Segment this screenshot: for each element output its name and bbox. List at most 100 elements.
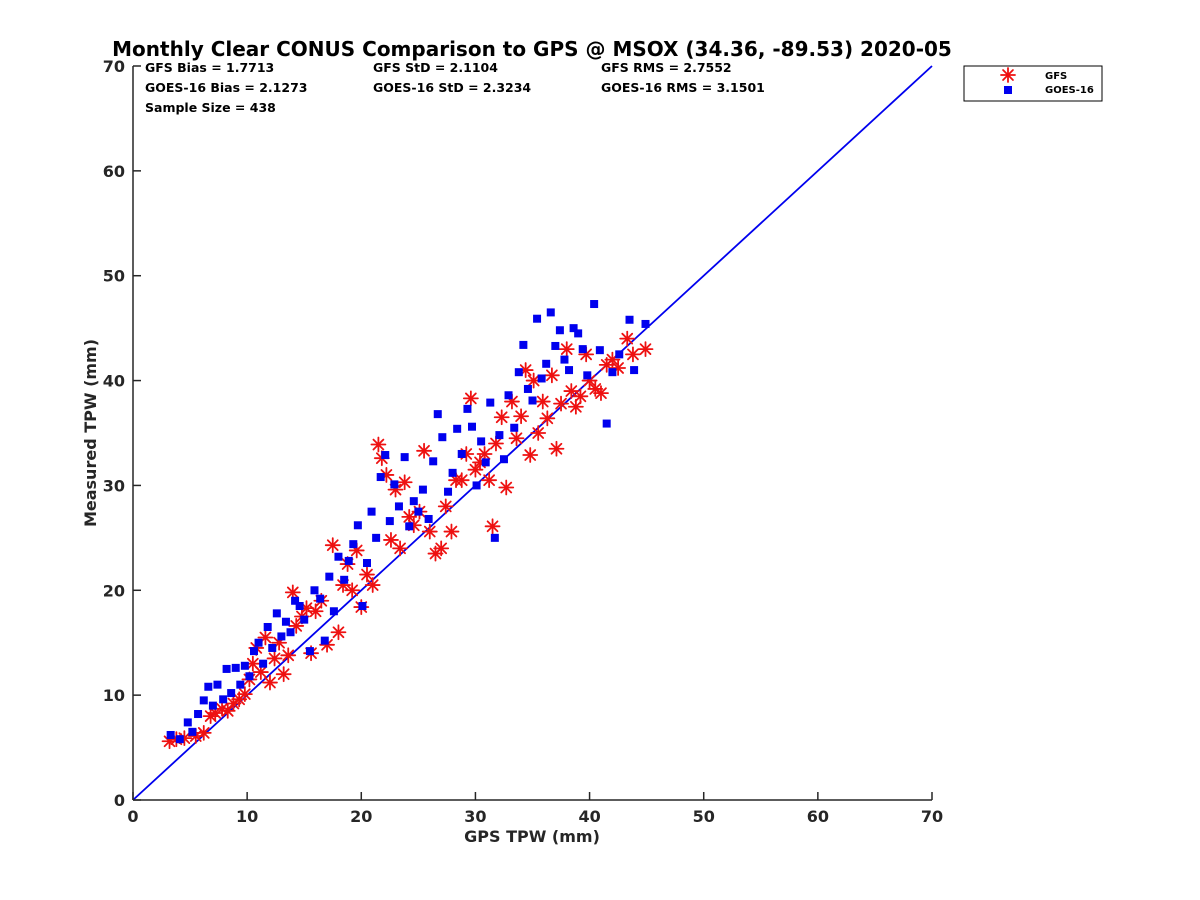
y-tick-label: 30 bbox=[103, 476, 125, 495]
goes-16-point bbox=[590, 300, 599, 309]
goes-16-point bbox=[528, 396, 537, 405]
goes-16-point bbox=[353, 521, 362, 530]
goes-16-point bbox=[240, 661, 249, 670]
gfs-point bbox=[553, 395, 569, 412]
goes-16-point bbox=[254, 638, 263, 647]
gfs-point bbox=[462, 390, 479, 407]
legend-gfs-asterisk bbox=[1000, 67, 1016, 83]
x-axis-ticks: 0 10 20 30 40 50 60 70 bbox=[127, 792, 943, 826]
legend-goes-16-square bbox=[1004, 86, 1012, 94]
gfs-point bbox=[513, 408, 529, 425]
goes-16-point bbox=[286, 628, 295, 637]
x-tick-label: 30 bbox=[464, 807, 486, 826]
x-tick-label: 40 bbox=[578, 807, 600, 826]
x-tick-label: 60 bbox=[807, 807, 829, 826]
goes-16-point bbox=[546, 308, 555, 317]
x-tick-label: 10 bbox=[236, 807, 258, 826]
goes-16-point bbox=[334, 552, 343, 561]
goes-16-point bbox=[641, 319, 650, 328]
goes-16-point bbox=[438, 433, 447, 442]
gfs-point bbox=[498, 479, 515, 496]
y-axis-label: Measured TPW (mm) bbox=[81, 339, 100, 527]
gfs-point bbox=[219, 702, 236, 719]
gfs-point bbox=[572, 388, 589, 405]
series-goes-16 bbox=[166, 300, 650, 744]
goes-16-point bbox=[277, 632, 286, 641]
gfs-point bbox=[416, 442, 432, 459]
gfs-point bbox=[625, 346, 641, 363]
gfs-point bbox=[508, 430, 525, 447]
gfs-point bbox=[539, 410, 556, 427]
goes-16-point bbox=[433, 410, 442, 419]
goes-16-point bbox=[358, 602, 367, 611]
legend-gfs-marker bbox=[1000, 67, 1016, 83]
goes-16-point bbox=[199, 696, 208, 705]
gfs-point bbox=[344, 582, 361, 599]
goes-16-point bbox=[305, 647, 314, 656]
goes-16-point bbox=[340, 575, 349, 584]
y-tick-label: 60 bbox=[103, 162, 125, 181]
gfs-point bbox=[421, 523, 438, 540]
stat-gfs-bias: GFS Bias = 1.7713 bbox=[145, 60, 274, 75]
gfs-point bbox=[593, 385, 609, 402]
goes-16-point bbox=[325, 572, 334, 581]
gfs-point bbox=[493, 409, 510, 426]
y-axis-ticks: 0 10 20 30 40 50 60 70 bbox=[103, 57, 141, 810]
y-tick-label: 0 bbox=[114, 791, 125, 810]
gfs-point bbox=[534, 393, 551, 410]
gfs-point bbox=[280, 647, 297, 664]
gfs-point bbox=[364, 577, 381, 593]
goes-16-point bbox=[381, 451, 390, 460]
plot-area bbox=[132, 65, 933, 801]
goes-16-point bbox=[329, 607, 338, 616]
goes-16-point bbox=[615, 350, 624, 359]
goes-16-point bbox=[625, 315, 634, 324]
goes-16-point bbox=[514, 368, 523, 377]
goes-16-point bbox=[533, 314, 542, 323]
gfs-point bbox=[484, 518, 501, 535]
gfs-point bbox=[567, 398, 584, 415]
goes-16-point bbox=[499, 455, 508, 464]
chart-title: Monthly Clear CONUS Comparison to GPS @ … bbox=[112, 37, 952, 61]
goes-16-point bbox=[344, 556, 353, 565]
stat-goes-bias: GOES-16 Bias = 2.1273 bbox=[145, 80, 307, 95]
legend: GFS GOES-16 bbox=[963, 65, 1103, 102]
goes-16-point bbox=[367, 507, 376, 516]
goes-16-point bbox=[320, 636, 329, 645]
goes-16-point bbox=[219, 695, 228, 704]
goes-16-point bbox=[188, 727, 197, 736]
gfs-point bbox=[522, 447, 539, 463]
goes-16-point bbox=[542, 359, 551, 368]
goes-16-point bbox=[463, 404, 472, 413]
stats-block: GFS Bias = 1.7713 GFS StD = 2.1104 GFS R… bbox=[145, 60, 765, 115]
x-tick-label: 20 bbox=[350, 807, 372, 826]
gfs-point bbox=[392, 540, 408, 557]
y-tick-label: 20 bbox=[103, 581, 125, 600]
goes-16-point bbox=[236, 680, 245, 689]
goes-16-point bbox=[405, 522, 414, 531]
goes-16-point bbox=[583, 371, 592, 380]
goes-16-point bbox=[281, 617, 290, 626]
goes-16-point bbox=[418, 485, 427, 494]
gfs-point bbox=[370, 436, 387, 453]
goes-16-point bbox=[222, 664, 231, 673]
goes-16-point bbox=[208, 701, 217, 710]
goes-16-point bbox=[249, 647, 258, 656]
gfs-point bbox=[548, 440, 565, 457]
goes-16-point bbox=[183, 718, 192, 727]
stat-sample-size: Sample Size = 438 bbox=[145, 100, 276, 115]
x-tick-label: 50 bbox=[693, 807, 715, 826]
gfs-point bbox=[563, 383, 580, 399]
legend-box bbox=[963, 65, 1103, 102]
goes-16-point bbox=[565, 366, 574, 375]
goes-16-point bbox=[204, 682, 213, 691]
goes-16-point bbox=[481, 458, 490, 467]
goes-16-point bbox=[429, 457, 438, 466]
goes-16-point bbox=[490, 533, 499, 542]
x-tick-label: 70 bbox=[921, 807, 943, 826]
goes-16-point bbox=[259, 659, 268, 668]
goes-16-point bbox=[468, 422, 477, 431]
goes-16-point bbox=[574, 329, 583, 338]
goes-16-point bbox=[175, 735, 184, 744]
